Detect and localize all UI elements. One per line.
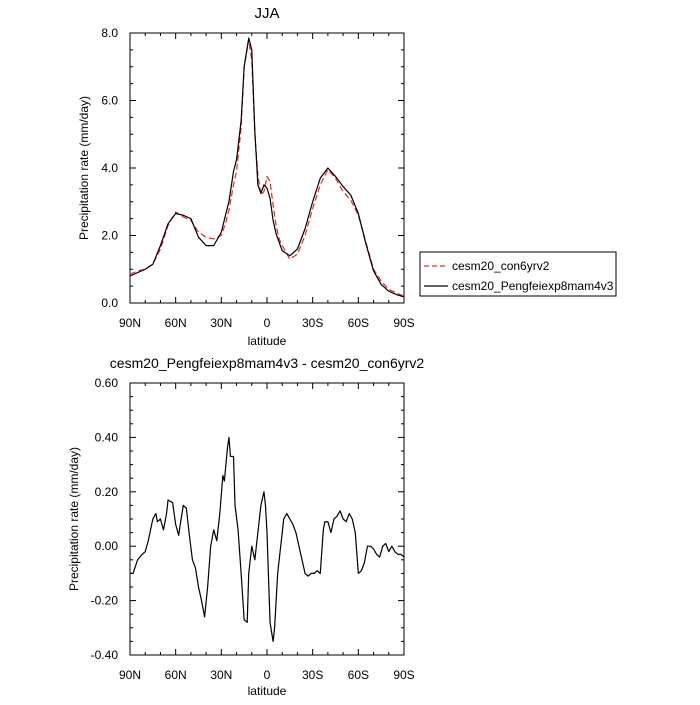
top-series-line-1 xyxy=(129,37,405,298)
top-ytick-label: 4.0 xyxy=(101,161,118,175)
legend: cesm20_con6yrv2 cesm20_Pengfeiexp8mam4v3 xyxy=(419,251,617,297)
bottom-ytick-label: 0.00 xyxy=(95,539,119,553)
top-xlabel: latitude xyxy=(248,334,287,348)
top-ylabel: Precipitation rate (mm/day) xyxy=(77,96,91,240)
top-ytick-label: 8.0 xyxy=(101,26,118,40)
bottom-xtick-label: 60N xyxy=(165,668,187,682)
bottom-xtick-label: 90N xyxy=(119,668,141,682)
legend-box xyxy=(419,251,617,297)
top-xtick-label: 90S xyxy=(393,316,414,330)
top-xtick-label: 30S xyxy=(302,316,323,330)
bottom-xlabel: latitude xyxy=(248,684,287,698)
top-xtick-label: 90N xyxy=(119,316,141,330)
top-xtick-label: 60S xyxy=(348,316,369,330)
bottom-ytick-label: 0.40 xyxy=(95,430,119,444)
top-ticks: 90N 60N 30N 0 30S 60S 90S 0.0 2.0 4.0 6.0 8.0 xyxy=(101,26,414,330)
legend-label-pengfei: cesm20_Pengfeiexp8mam4v3 xyxy=(452,279,614,293)
bottom-ylabel: Precipitation rate (mm/day) xyxy=(67,447,81,591)
bottom-series-line-0 xyxy=(130,436,405,643)
top-panel: JJA 90N 60N 30N 0 30S 60S 90S 0.0 2.0 4.0 6.0 8.0 l… xyxy=(77,5,415,348)
bottom-ytick-label: -0.40 xyxy=(91,648,119,662)
top-ytick-label: 6.0 xyxy=(101,94,118,108)
bottom-xtick-label: 60S xyxy=(348,668,369,682)
top-xtick-label: 0 xyxy=(264,316,271,330)
bottom-plot-frame xyxy=(129,382,405,656)
legend-label-con6yrv2: cesm20_con6yrv2 xyxy=(452,259,550,273)
top-lines xyxy=(129,37,405,298)
top-title: JJA xyxy=(254,5,279,22)
bottom-xtick-label: 90S xyxy=(393,668,414,682)
bottom-title: cesm20_Pengfeiexp8mam4v3 - cesm20_con6yr… xyxy=(110,355,425,371)
top-ytick-label: 2.0 xyxy=(101,229,118,243)
bottom-xtick-label: 30N xyxy=(210,668,232,682)
top-ytick-label: 0.0 xyxy=(101,296,118,310)
top-plot-frame xyxy=(129,32,405,304)
bottom-ytick-label: 0.20 xyxy=(95,485,119,499)
top-series-line-0 xyxy=(129,39,405,297)
bottom-xtick-label: 30S xyxy=(302,668,323,682)
bottom-ticks: 90N 60N 30N 0 30S 60S 90S -0.40 -0.20 0.00 0.20 0.4… xyxy=(91,376,415,682)
bottom-lines xyxy=(130,436,405,643)
bottom-panel: cesm20_Pengfeiexp8mam4v3 - cesm20_con6yr… xyxy=(67,355,424,698)
bottom-ytick-label: 0.60 xyxy=(95,376,119,390)
bottom-xtick-label: 0 xyxy=(264,668,271,682)
top-xtick-label: 60N xyxy=(165,316,187,330)
bottom-ytick-label: -0.20 xyxy=(91,594,119,608)
top-xtick-label: 30N xyxy=(210,316,232,330)
